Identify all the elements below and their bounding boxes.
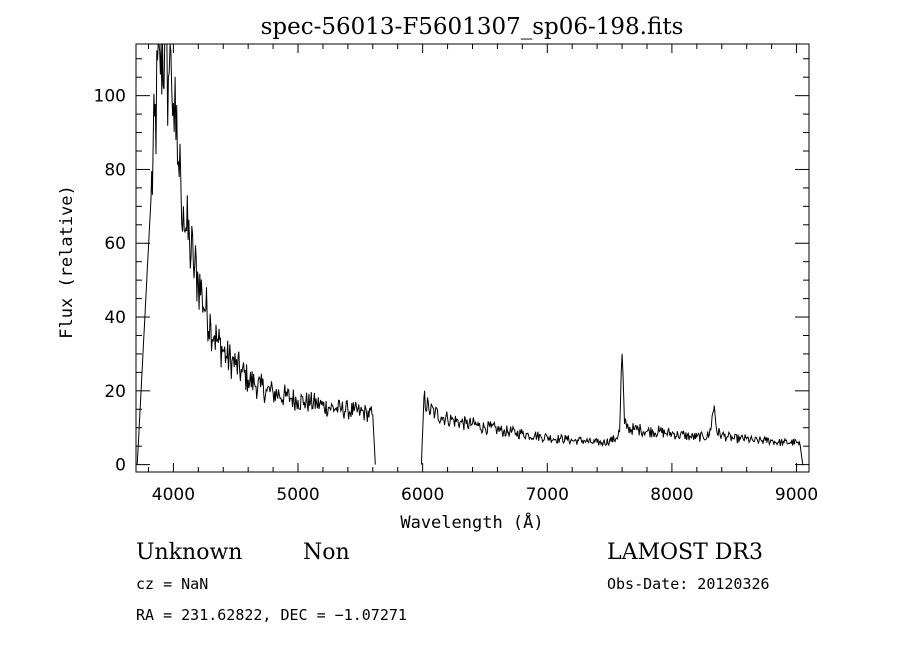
y-tick-label: 0 (115, 456, 126, 476)
obs-date-text: Obs-Date: 20120326 (607, 575, 770, 593)
y-tick-label: 80 (104, 160, 126, 180)
y-tick-label: 20 (104, 382, 126, 402)
ticks-layer: 4000 5000 6000 7000 8000 9000 0 20 40 60 80 100 (94, 44, 818, 505)
y-tick-label: 60 (104, 234, 126, 254)
spectrum-series-2 (420, 353, 804, 465)
object-class-text: Unknown (136, 540, 242, 565)
radec-text: RA = 231.62822, DEC = −1.07271 (136, 606, 407, 624)
y-tick-label: 40 (104, 308, 126, 328)
x-tick-label: 9000 (775, 485, 818, 505)
object-subclass-text: Non (303, 540, 350, 565)
x-tick-label: 8000 (650, 485, 693, 505)
spectrum-series-1 (136, 43, 376, 465)
y-tick-label: 100 (94, 87, 126, 107)
data-layer (136, 43, 804, 465)
chart-title: spec-56013-F5601307_sp06-198.fits (261, 14, 684, 40)
x-tick-label: 7000 (526, 485, 569, 505)
y-axis-label: Flux (relative) (57, 185, 77, 339)
plot-frame (135, 43, 810, 473)
cz-text: cz = NaN (136, 575, 208, 593)
x-axis-label: Wavelength (Å) (400, 511, 543, 533)
x-tick-label: 5000 (276, 485, 319, 505)
survey-text: LAMOST DR3 (607, 540, 763, 565)
x-tick-label: 4000 (152, 485, 195, 505)
x-tick-label: 6000 (401, 485, 444, 505)
